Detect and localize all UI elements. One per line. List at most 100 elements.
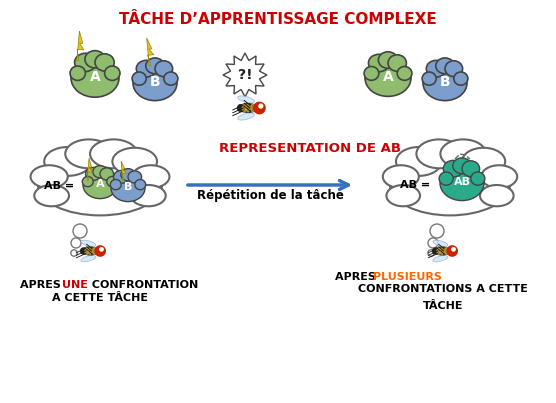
Text: CONFRONTATION: CONFRONTATION: [88, 280, 198, 290]
Ellipse shape: [85, 247, 88, 254]
Ellipse shape: [251, 104, 255, 112]
Ellipse shape: [416, 139, 462, 168]
Circle shape: [95, 246, 105, 256]
Ellipse shape: [113, 170, 129, 183]
Text: B: B: [440, 75, 450, 89]
Text: AB: AB: [454, 177, 470, 187]
Ellipse shape: [164, 72, 178, 85]
Ellipse shape: [462, 161, 480, 177]
Circle shape: [447, 246, 457, 256]
Ellipse shape: [390, 155, 510, 215]
Text: A CETTE TÂCHE: A CETTE TÂCHE: [52, 293, 148, 303]
Ellipse shape: [426, 60, 446, 77]
Ellipse shape: [82, 177, 93, 187]
Ellipse shape: [462, 148, 505, 175]
Ellipse shape: [239, 104, 257, 112]
Ellipse shape: [128, 171, 142, 183]
Ellipse shape: [105, 66, 120, 81]
Ellipse shape: [131, 185, 166, 206]
Ellipse shape: [481, 165, 517, 188]
Circle shape: [428, 238, 438, 248]
Circle shape: [428, 250, 434, 256]
Ellipse shape: [135, 179, 146, 190]
Ellipse shape: [110, 179, 121, 190]
Ellipse shape: [365, 60, 411, 96]
Text: APRES: APRES: [335, 272, 380, 282]
Ellipse shape: [436, 58, 454, 74]
Ellipse shape: [434, 247, 450, 255]
Ellipse shape: [383, 165, 419, 188]
Ellipse shape: [423, 65, 467, 101]
Ellipse shape: [378, 52, 398, 69]
Ellipse shape: [83, 171, 117, 199]
Text: A: A: [96, 179, 105, 189]
Ellipse shape: [445, 247, 448, 254]
Text: TÂCHE D’APPRENTISSAGE COMPLEXE: TÂCHE D’APPRENTISSAGE COMPLEXE: [119, 12, 437, 27]
Text: UNE: UNE: [62, 280, 88, 290]
Text: REPRESENTATION DE AB: REPRESENTATION DE AB: [219, 141, 401, 154]
Ellipse shape: [440, 247, 444, 254]
Circle shape: [259, 104, 263, 108]
Ellipse shape: [246, 104, 250, 112]
Ellipse shape: [88, 247, 92, 254]
Ellipse shape: [81, 240, 96, 247]
Ellipse shape: [454, 72, 468, 85]
Ellipse shape: [437, 247, 440, 254]
Text: A: A: [90, 70, 101, 84]
Ellipse shape: [38, 155, 162, 215]
Ellipse shape: [81, 256, 96, 262]
Ellipse shape: [70, 66, 86, 81]
Ellipse shape: [85, 51, 105, 68]
Ellipse shape: [480, 185, 514, 206]
Text: AB =: AB =: [400, 180, 430, 190]
Text: B: B: [124, 182, 132, 192]
Ellipse shape: [433, 256, 448, 262]
Ellipse shape: [34, 185, 69, 206]
Ellipse shape: [453, 158, 471, 174]
Ellipse shape: [440, 139, 486, 168]
Polygon shape: [87, 158, 92, 180]
Ellipse shape: [90, 139, 137, 168]
Polygon shape: [77, 31, 84, 61]
Ellipse shape: [439, 172, 453, 185]
Circle shape: [71, 238, 81, 248]
Text: CONFRONTATIONS A CETTE: CONFRONTATIONS A CETTE: [358, 284, 528, 294]
Ellipse shape: [242, 104, 246, 112]
FancyArrowPatch shape: [188, 181, 349, 189]
Ellipse shape: [81, 248, 86, 254]
Ellipse shape: [397, 66, 412, 80]
Circle shape: [73, 224, 87, 238]
Ellipse shape: [433, 240, 448, 247]
Circle shape: [452, 247, 455, 251]
Text: Répétition de la tâche: Répétition de la tâche: [197, 189, 344, 202]
Ellipse shape: [71, 59, 119, 97]
Ellipse shape: [238, 96, 255, 103]
Circle shape: [71, 250, 77, 256]
Ellipse shape: [44, 147, 91, 176]
Ellipse shape: [445, 61, 463, 77]
Ellipse shape: [146, 58, 164, 74]
Text: TÂCHE: TÂCHE: [423, 301, 463, 311]
Ellipse shape: [155, 61, 172, 77]
Ellipse shape: [440, 165, 484, 201]
Ellipse shape: [237, 105, 244, 111]
Text: PLUSIEURS: PLUSIEURS: [373, 272, 442, 282]
Ellipse shape: [396, 147, 441, 176]
Ellipse shape: [471, 172, 485, 185]
Ellipse shape: [388, 55, 406, 71]
Ellipse shape: [75, 53, 96, 71]
Text: APRES: APRES: [20, 280, 64, 290]
Ellipse shape: [107, 177, 118, 187]
Polygon shape: [147, 38, 154, 66]
Ellipse shape: [433, 248, 438, 254]
Ellipse shape: [111, 174, 145, 202]
Ellipse shape: [132, 72, 146, 85]
Text: ?!: ?!: [237, 68, 252, 82]
Ellipse shape: [133, 65, 177, 101]
Ellipse shape: [95, 54, 114, 71]
Ellipse shape: [31, 165, 68, 188]
Ellipse shape: [443, 160, 463, 177]
Ellipse shape: [364, 66, 379, 80]
Ellipse shape: [112, 148, 157, 175]
Ellipse shape: [132, 165, 170, 188]
